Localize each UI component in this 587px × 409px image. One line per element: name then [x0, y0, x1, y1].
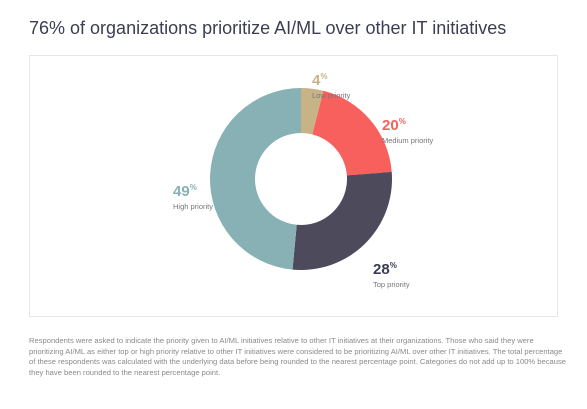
chart-panel: 4% Low priority 20% Medium priority 28% Top p… [29, 55, 558, 317]
value-label: 4% [312, 72, 327, 89]
donut-slice-medium-priority [312, 90, 392, 176]
donut-slice-low-priority [301, 88, 324, 135]
donut-slice-high-priority [209, 88, 301, 270]
chart-title: 76% of organizations prioritize AI/ML ov… [29, 18, 507, 38]
donut-chart: 4% Low priority 20% Medium priority 28% Top p… [173, 72, 434, 289]
value-label: 28% [373, 261, 397, 278]
category-label: Top priority [373, 280, 410, 289]
category-label: Low priority [312, 91, 351, 100]
donut-slice-top-priority [292, 171, 392, 270]
footnote: Respondents were asked to indicate the p… [29, 336, 566, 377]
category-label: Medium priority [382, 136, 434, 145]
value-label: 20% [382, 117, 406, 134]
category-label: High priority [173, 202, 213, 211]
value-label: 49% [173, 183, 197, 200]
